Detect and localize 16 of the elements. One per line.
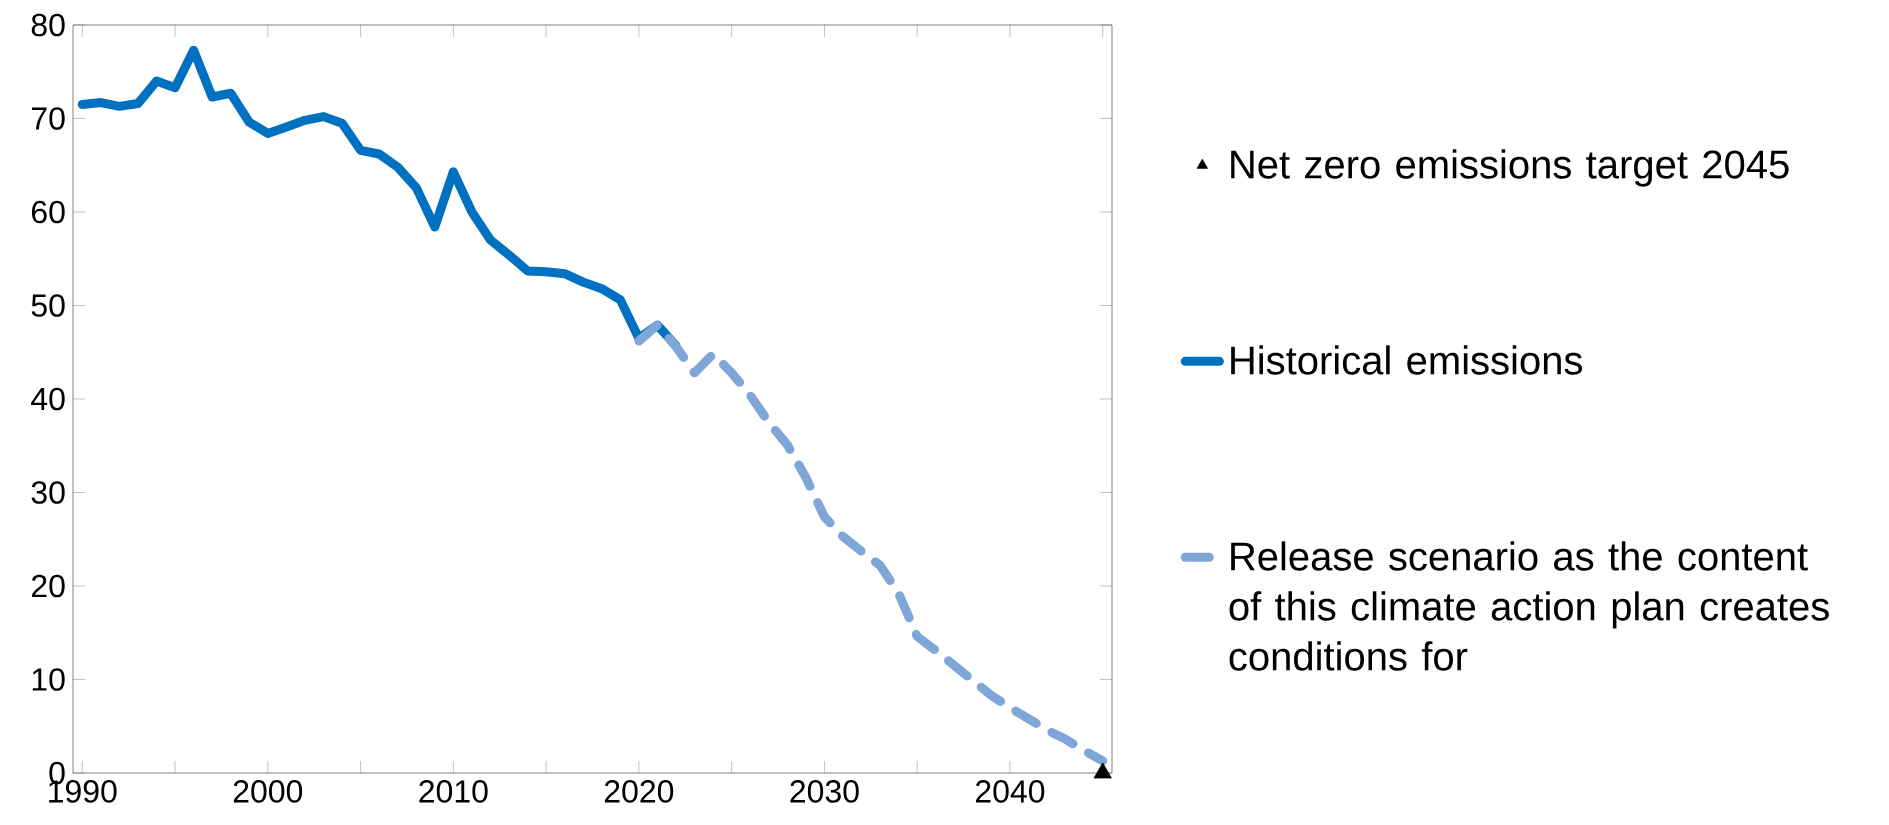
y-tick-label: 70 bbox=[31, 107, 65, 130]
y-tick-label: 10 bbox=[32, 668, 65, 691]
y-tick-label: 60 bbox=[31, 200, 65, 224]
x-tick-label: 2030 bbox=[790, 780, 859, 803]
x-tick-label: 2020 bbox=[604, 780, 674, 803]
x-tick-label: 2000 bbox=[233, 780, 303, 803]
legend-label: Release scenario as the content of this climate action plan creates conditions for bbox=[1229, 541, 1829, 671]
y-tick-label: 20 bbox=[31, 574, 65, 598]
x-tick-label: 2010 bbox=[419, 780, 488, 803]
y-tick-label: 80 bbox=[31, 13, 65, 37]
legend-label: Net zero emissions target 2045 bbox=[1231, 149, 1789, 187]
y-tick-label: 40 bbox=[31, 387, 65, 411]
x-tick-label: 2040 bbox=[975, 780, 1045, 803]
y-tick-label: 30 bbox=[31, 481, 65, 504]
legend-label: Historical emissions bbox=[1231, 345, 1582, 375]
y-tick-label: 50 bbox=[31, 294, 65, 317]
